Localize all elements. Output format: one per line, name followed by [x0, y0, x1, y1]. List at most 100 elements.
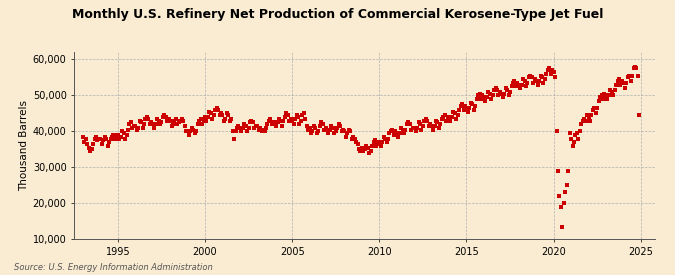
Point [118, 131, 129, 135]
Point [346, 136, 357, 141]
Point [92, 138, 103, 142]
Point [80, 137, 91, 141]
Point [399, 131, 410, 135]
Point [383, 136, 394, 141]
Point [115, 134, 126, 139]
Point [172, 122, 183, 127]
Point [432, 120, 443, 125]
Point [123, 127, 134, 132]
Point [213, 108, 223, 112]
Point [526, 75, 537, 80]
Point [606, 90, 617, 94]
Point [573, 136, 584, 141]
Point [339, 129, 350, 134]
Point [114, 136, 125, 141]
Point [441, 118, 452, 123]
Point [300, 117, 310, 121]
Point [134, 118, 145, 123]
Point [392, 131, 402, 135]
Point [147, 122, 158, 127]
Point [178, 118, 188, 123]
Point [515, 86, 526, 90]
Point [190, 131, 200, 135]
Point [502, 88, 512, 92]
Point [188, 127, 198, 132]
Point [271, 124, 281, 128]
Point [78, 134, 88, 139]
Point [479, 95, 489, 99]
Point [272, 120, 283, 125]
Point [354, 147, 364, 152]
Point [518, 77, 529, 81]
Point [185, 129, 196, 134]
Point [146, 120, 157, 125]
Point [89, 136, 100, 141]
Point [169, 118, 180, 123]
Point [108, 133, 119, 137]
Point [316, 120, 327, 125]
Point [159, 113, 169, 117]
Point [323, 131, 334, 135]
Point [499, 91, 510, 96]
Point [227, 129, 238, 134]
Point [557, 224, 568, 229]
Point [262, 122, 273, 127]
Point [512, 81, 522, 85]
Point [423, 124, 434, 128]
Point [572, 131, 583, 135]
Point [597, 97, 608, 101]
Point [209, 113, 219, 117]
Point [556, 205, 566, 209]
Point [628, 66, 639, 71]
Point [509, 79, 520, 83]
Point [553, 169, 564, 173]
Point [128, 124, 139, 128]
Point [436, 117, 447, 121]
Point [545, 72, 556, 76]
Point [207, 117, 217, 121]
Point [620, 86, 630, 90]
Point [615, 82, 626, 87]
Point [310, 126, 321, 130]
Point [292, 115, 303, 119]
Point [136, 120, 146, 125]
Point [368, 140, 379, 144]
Point [242, 129, 252, 134]
Point [152, 117, 163, 121]
Point [535, 73, 546, 78]
Point [117, 129, 128, 134]
Point [490, 86, 501, 90]
Point [580, 118, 591, 123]
Point [103, 144, 113, 148]
Point [491, 88, 502, 92]
Point [480, 99, 491, 103]
Point [303, 127, 314, 132]
Point [210, 108, 221, 112]
Point [377, 140, 387, 144]
Point [301, 124, 312, 128]
Point [624, 73, 634, 78]
Point [369, 138, 380, 142]
Point [534, 79, 545, 83]
Point [435, 122, 446, 127]
Point [451, 117, 462, 121]
Point [263, 118, 274, 123]
Point [614, 77, 624, 81]
Point [308, 124, 319, 128]
Point [439, 113, 450, 117]
Point [84, 145, 95, 150]
Point [140, 117, 151, 121]
Point [105, 136, 116, 141]
Point [181, 129, 192, 134]
Point [107, 134, 117, 139]
Point [410, 129, 421, 134]
Point [384, 131, 395, 135]
Point [445, 118, 456, 123]
Point [173, 120, 184, 125]
Point [221, 111, 232, 116]
Point [477, 93, 488, 98]
Point [151, 122, 161, 127]
Point [567, 144, 578, 148]
Point [258, 127, 269, 132]
Point [104, 140, 115, 144]
